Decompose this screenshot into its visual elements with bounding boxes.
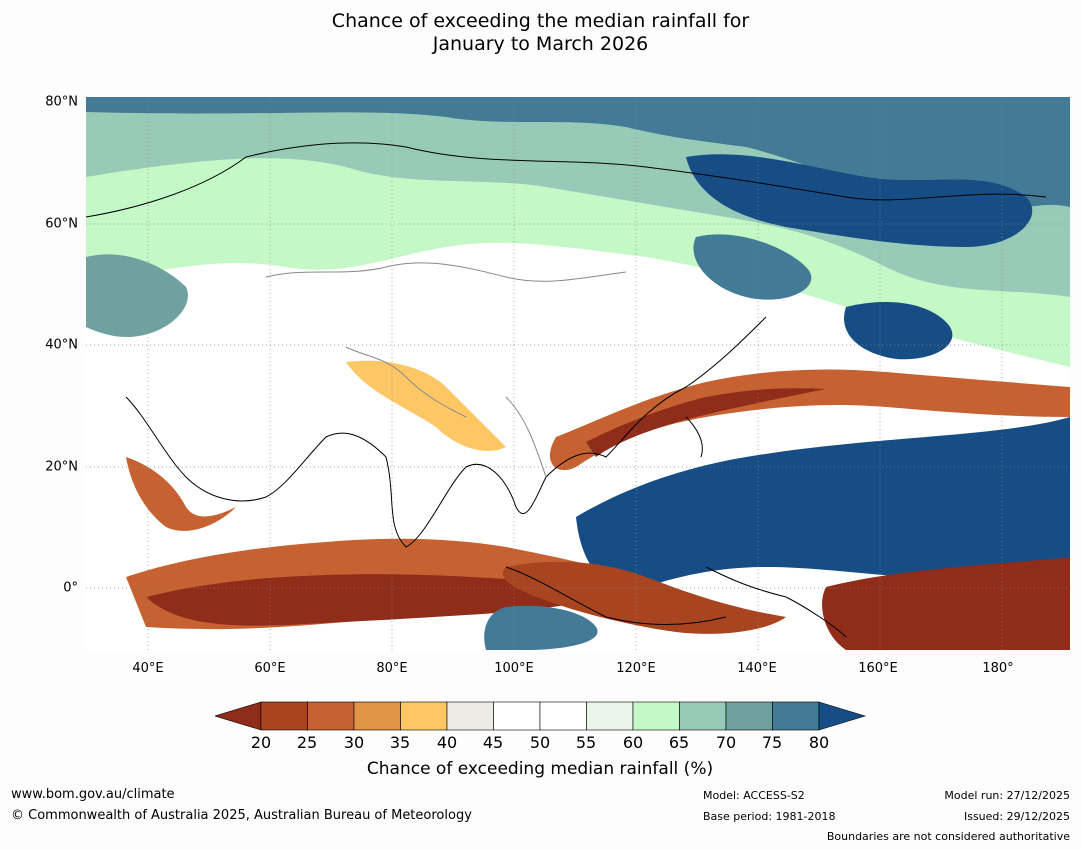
title-line-2: January to March 2026 bbox=[432, 33, 649, 55]
siberia-darkblue-region bbox=[686, 154, 1033, 247]
country-borders bbox=[265, 262, 627, 478]
issued-text: Issued: 29/12/2025 bbox=[963, 810, 1070, 823]
lon-label-180: 180° bbox=[982, 661, 1014, 676]
colorbar-cell bbox=[260, 701, 308, 731]
chart-title: Chance of exceeding the median rainfall … bbox=[0, 10, 1081, 56]
colorbar-cell bbox=[493, 701, 541, 731]
colorbar-tick: 70 bbox=[715, 733, 737, 752]
lon-label-160e: 160°E bbox=[858, 661, 898, 676]
model-text: Model: ACCESS-S2 bbox=[703, 789, 805, 802]
west-pacific-blue-region bbox=[576, 417, 1070, 589]
lon-label-120e: 120°E bbox=[616, 661, 656, 676]
colorbar-tick: 25 bbox=[296, 733, 318, 752]
south-indian-blue-region bbox=[484, 605, 598, 650]
east-asia-dry-band bbox=[549, 369, 1070, 471]
base-period-text: Base period: 1981-2018 bbox=[703, 810, 836, 823]
lat-label-40n: 40°N bbox=[45, 337, 78, 353]
east-asia-dry-core bbox=[586, 388, 826, 457]
colorbar-cell bbox=[307, 701, 355, 731]
indian-ocean-dry-core bbox=[146, 574, 606, 626]
himalaya-orange-region bbox=[346, 360, 506, 451]
colorbar-cell bbox=[400, 701, 448, 731]
lon-label-40e: 40°E bbox=[132, 661, 164, 676]
colorbar-cell bbox=[586, 701, 634, 731]
colorbar-tick: 35 bbox=[389, 733, 411, 752]
colorbar-cell bbox=[725, 701, 773, 731]
boundaries-disclaimer: Boundaries are not considered authoritat… bbox=[826, 830, 1070, 843]
title-line-1: Chance of exceeding the median rainfall … bbox=[331, 10, 750, 32]
lat-label-equator: 0° bbox=[63, 580, 78, 596]
arabia-dry-region bbox=[126, 457, 236, 531]
coastlines bbox=[86, 142, 1047, 638]
colorbar-tick: 60 bbox=[622, 733, 644, 752]
colorbar-extend-high bbox=[818, 701, 866, 731]
lat-label-80n: 80°N bbox=[45, 94, 78, 110]
maritime-continent-dry-region bbox=[502, 561, 786, 634]
mongolia-blue-region bbox=[693, 234, 812, 300]
copyright-text: © Commonwealth of Australia 2025, Austra… bbox=[11, 808, 472, 823]
lon-label-60e: 60°E bbox=[254, 661, 286, 676]
colorbar-tick: 50 bbox=[529, 733, 551, 752]
lon-label-140e: 140°E bbox=[737, 661, 777, 676]
lon-label-80e: 80°E bbox=[376, 661, 408, 676]
colorbar-cell bbox=[679, 701, 727, 731]
lon-label-100e: 100°E bbox=[494, 661, 534, 676]
europe-teal-region bbox=[86, 254, 188, 337]
colorbar-cell bbox=[446, 701, 494, 731]
north-pacific-blue-region bbox=[844, 302, 953, 360]
colorbar-cell bbox=[772, 701, 820, 731]
map-canvas bbox=[86, 97, 1070, 650]
colorbar-cell bbox=[632, 701, 680, 731]
colorbar-tick: 65 bbox=[668, 733, 690, 752]
lat-label-20n: 20°N bbox=[45, 459, 78, 475]
model-run-text: Model run: 27/12/2025 bbox=[944, 789, 1070, 802]
colorbar-cell bbox=[539, 701, 587, 731]
colorbar-cell bbox=[353, 701, 401, 731]
colorbar-tick: 40 bbox=[436, 733, 458, 752]
colorbar-title: Chance of exceeding median rainfall (%) bbox=[366, 759, 714, 779]
graticule bbox=[86, 97, 1070, 650]
colorbar-tick: 75 bbox=[761, 733, 783, 752]
website-link[interactable]: www.bom.gov.au/climate bbox=[11, 787, 175, 802]
north-blue-region bbox=[86, 97, 1070, 220]
south-pacific-dry-region bbox=[822, 557, 1070, 650]
colorbar-tick: 20 bbox=[250, 733, 272, 752]
colorbar-extend-low bbox=[215, 701, 262, 731]
colorbar-tick: 30 bbox=[343, 733, 365, 752]
colorbar-tick: 45 bbox=[482, 733, 504, 752]
lat-label-60n: 60°N bbox=[45, 216, 78, 232]
colorbar-tick: 80 bbox=[808, 733, 830, 752]
rainfall-map[interactable] bbox=[86, 97, 1070, 650]
colorbar-tick: 55 bbox=[575, 733, 597, 752]
colorbar bbox=[215, 701, 866, 731]
